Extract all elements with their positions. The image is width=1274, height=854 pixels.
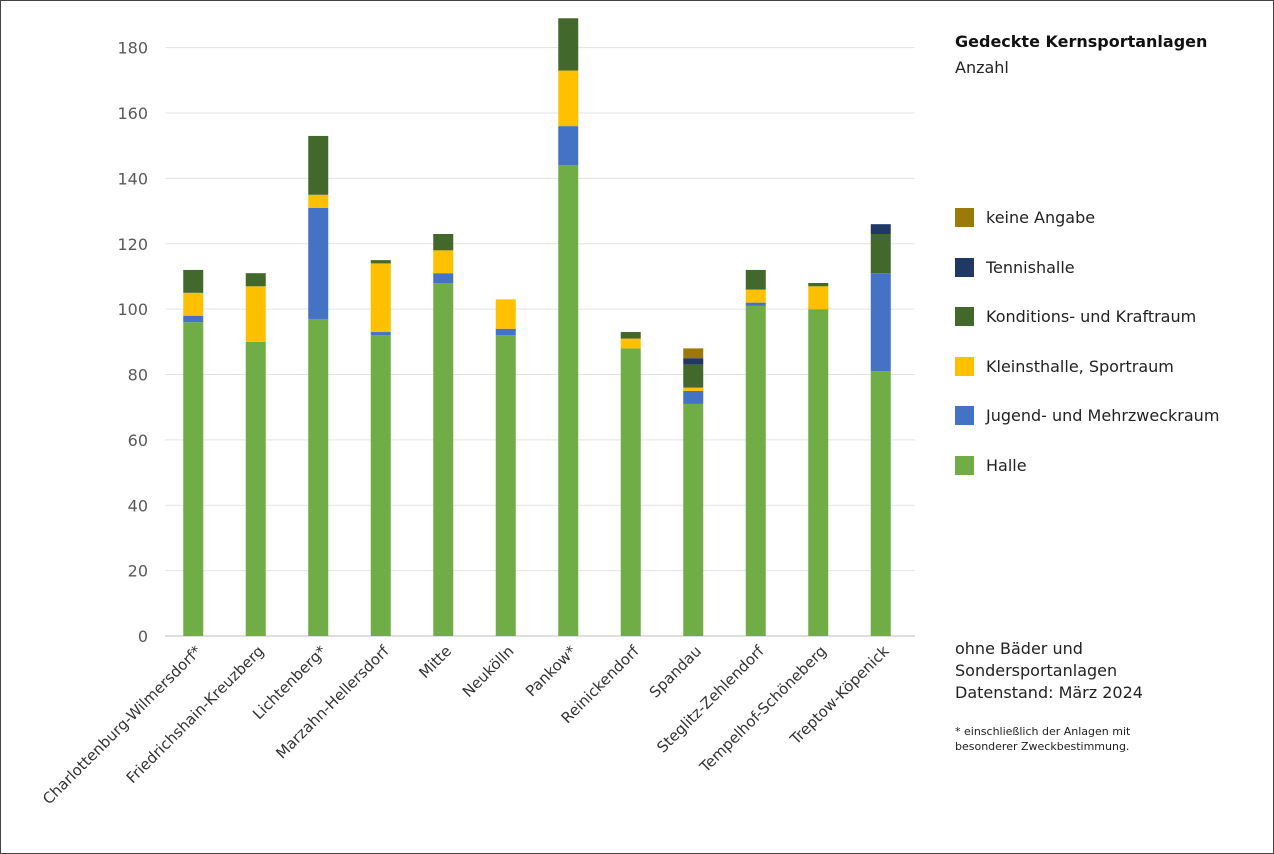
bar-segment [620,348,641,636]
bar-segment [183,292,204,316]
legend-label: Kleinsthalle, Sportraum [986,356,1174,376]
bar-segment [870,233,891,274]
bar-segment [183,315,204,323]
x-tick-label: Steglitz-Zehlendorf [653,642,768,757]
bar-segment [245,273,266,287]
legend-item: keine Angabe [955,205,1219,230]
legend-swatch [955,257,974,277]
stacked-bar-chart: 0 20 40 60 80 100 120 140 160 180 Charlottenburg-… [39,18,915,808]
y-tick-label: 40 [128,496,148,515]
bar-segment [683,403,704,636]
bar-segment [870,371,891,636]
legend-swatch [955,406,974,425]
bar-segment [183,322,204,636]
bar-segment [558,18,579,71]
bar-segment [620,338,641,349]
bar-segment [745,269,766,290]
legend-label: Tennishalle [986,257,1075,277]
legend-swatch [955,455,974,475]
x-tick-label: Tempelhof-Schöneberg [696,642,831,777]
bar-segment [245,286,266,342]
bar-segment [433,283,454,636]
bar-segment [183,269,204,293]
bar-segment [433,273,454,284]
y-tick-label: 0 [138,627,148,646]
y-tick-label: 100 [117,300,148,319]
y-tick-label: 60 [128,431,148,450]
bar-segment [620,332,641,339]
bar-segment [308,135,329,195]
note-line-2: Sondersportanlagen [955,661,1118,680]
bar-segment [558,70,579,127]
legend-label: Jugend- und Mehrzweckraum [986,406,1220,425]
legend-item: Konditions- und Kraftraum [955,304,1219,329]
y-tick-label: 180 [117,39,148,58]
legend-item: Kleinsthalle, Sportraum [955,354,1219,379]
legend: keine Angabe Tennishalle Konditions- und K… [955,205,1219,502]
x-tick-label: Marzahn-Hellersdorf [272,642,393,763]
bar-segment [870,224,891,234]
grid-lines [165,47,915,637]
note-line-1: ohne Bäder und [955,639,1083,658]
bar-segment [308,207,329,319]
x-tick-label: Spandau [646,642,705,701]
legend-swatch [955,356,974,376]
legend-label: keine Angabe [986,208,1096,227]
note-line-3: Datenstand: März 2024 [955,683,1143,702]
legend-item: Tennishalle [955,255,1219,280]
y-tick-label: 80 [128,366,148,385]
legend-swatch [955,208,974,227]
bar-segment [370,335,391,636]
bar-segment [683,390,704,404]
x-axis-ticks: Charlottenburg-Wilmersdorf*Friedrichshai… [39,642,893,808]
y-axis-ticks: 0 20 40 60 80 100 120 140 160 180 [117,39,148,646]
y-axis-label: Anzahl [955,58,1009,77]
chart-note: ohne Bäder und Sondersportanlagen Datens… [955,638,1265,704]
legend-item: Halle [955,453,1219,478]
bar-segment [683,358,704,365]
footnote: * einschließlich der Anlagen mit besonde… [955,725,1131,753]
bar-segment [308,318,329,636]
bar-segment [495,328,516,336]
bar-segment [808,286,829,310]
bar-segment [245,341,266,636]
bar-segment [745,289,766,303]
bar-segment [870,273,891,372]
x-tick-label: Pankow* [522,642,580,700]
bars [183,18,891,637]
y-tick-label: 120 [117,235,148,254]
bar-segment [808,283,829,287]
legend-label: Konditions- und Kraftraum [986,307,1197,326]
bar-segment [745,305,766,636]
legend-label: Halle [986,455,1027,475]
legend-swatch [955,307,974,326]
legend-item: Jugend- und Mehrzweckraum [955,403,1219,428]
bar-segment [808,309,829,636]
bar-segment [433,250,454,274]
y-tick-label: 140 [117,169,148,188]
bar-segment [433,233,454,251]
bar-segment [745,302,766,306]
y-tick-label: 20 [128,562,148,581]
bar-segment [558,165,579,637]
y-tick-label: 160 [117,104,148,123]
bar-segment [683,364,704,388]
bar-segment [495,299,516,329]
bar-segment [370,260,391,264]
bar-segment [370,332,391,336]
bar-segment [495,335,516,636]
bar-segment [308,194,329,208]
x-tick-label: Neukölln [459,642,518,701]
bar-segment [683,387,704,391]
chart-title: Gedeckte Kernsportanlagen [955,32,1208,51]
bar-segment [683,348,704,359]
bar-segment [558,126,579,166]
x-tick-label: Mitte [415,642,455,682]
bar-segment [370,263,391,333]
